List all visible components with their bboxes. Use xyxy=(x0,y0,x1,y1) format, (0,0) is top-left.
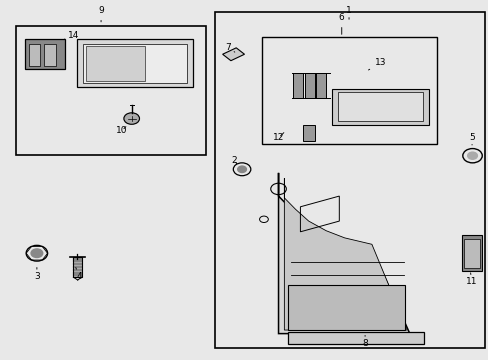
Polygon shape xyxy=(463,239,479,267)
Text: 11: 11 xyxy=(466,273,477,286)
Text: 3: 3 xyxy=(34,267,40,281)
Circle shape xyxy=(123,113,139,124)
Text: 9: 9 xyxy=(98,6,104,22)
Text: 13: 13 xyxy=(368,58,386,70)
Text: 10: 10 xyxy=(116,126,127,135)
Polygon shape xyxy=(461,235,481,271)
Circle shape xyxy=(237,166,246,172)
Text: 5: 5 xyxy=(468,132,474,145)
Polygon shape xyxy=(83,44,187,83)
Polygon shape xyxy=(287,332,424,344)
Text: 7: 7 xyxy=(225,43,234,52)
Polygon shape xyxy=(278,173,409,334)
Text: 14: 14 xyxy=(63,31,79,40)
Circle shape xyxy=(31,249,42,257)
Polygon shape xyxy=(292,73,302,98)
Polygon shape xyxy=(287,285,404,330)
Polygon shape xyxy=(44,44,56,66)
Polygon shape xyxy=(331,89,428,125)
Polygon shape xyxy=(29,44,40,66)
Polygon shape xyxy=(302,125,314,141)
Polygon shape xyxy=(77,39,193,87)
Text: 1: 1 xyxy=(346,6,351,19)
Polygon shape xyxy=(337,93,423,121)
Polygon shape xyxy=(73,257,81,277)
Polygon shape xyxy=(25,39,64,69)
Text: 12: 12 xyxy=(272,132,284,142)
Polygon shape xyxy=(86,46,144,81)
Polygon shape xyxy=(304,73,314,98)
Text: 4: 4 xyxy=(76,267,82,281)
Polygon shape xyxy=(284,178,407,330)
Text: 8: 8 xyxy=(362,336,367,348)
Polygon shape xyxy=(316,73,325,98)
Text: 6: 6 xyxy=(338,13,344,34)
Circle shape xyxy=(467,152,476,159)
Text: 2: 2 xyxy=(230,156,236,165)
Polygon shape xyxy=(222,48,244,61)
